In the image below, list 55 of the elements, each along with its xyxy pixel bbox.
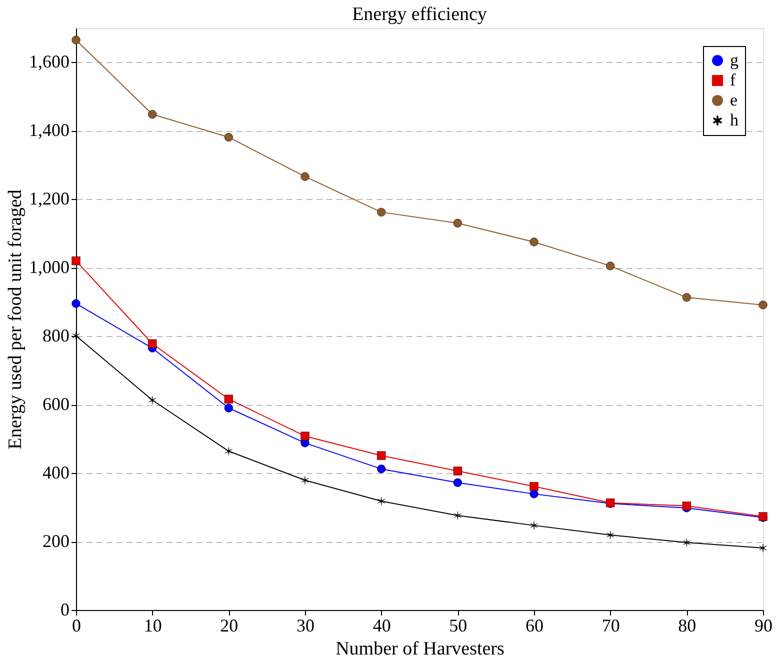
- point: [454, 511, 462, 520]
- point: [378, 496, 386, 506]
- point: [300, 172, 310, 181]
- x-tick-label: 30: [296, 616, 314, 636]
- y-tick-label: 600: [42, 394, 70, 414]
- point: [224, 446, 232, 456]
- y-tick-label: 1,000: [29, 257, 70, 278]
- point: [148, 396, 156, 404]
- point: [377, 464, 386, 474]
- y-tick-label: 0: [60, 600, 70, 620]
- y-tick-label: 1,600: [29, 52, 70, 72]
- y-tick-label: 1,400: [29, 120, 70, 140]
- point: [606, 530, 614, 540]
- point: [530, 238, 538, 246]
- point: [377, 208, 386, 217]
- point: [453, 466, 462, 476]
- point: [224, 394, 233, 404]
- point: [530, 521, 538, 530]
- legend-label: g: [730, 50, 739, 70]
- x-tick-label: 70: [602, 616, 620, 636]
- point: [72, 256, 80, 266]
- x-tick-label: 20: [220, 616, 238, 636]
- point: [148, 339, 157, 348]
- point: [453, 478, 462, 487]
- point: [682, 293, 691, 302]
- y-tick-label: 800: [42, 326, 70, 346]
- x-tick-label: 40: [372, 616, 391, 636]
- x-tick-label: 50: [449, 616, 468, 636]
- y-tick-label: 1,200: [29, 188, 70, 209]
- point: [148, 110, 157, 119]
- point: [301, 476, 309, 485]
- x-axis-title: Number of Harvesters: [336, 638, 504, 660]
- point: [72, 299, 80, 308]
- y-tick-label: 400: [42, 462, 70, 483]
- legend-label: f: [730, 70, 736, 90]
- x-tick-label: 10: [144, 616, 162, 636]
- point: [453, 218, 462, 228]
- point: [224, 404, 233, 412]
- point: [606, 262, 615, 270]
- point: [530, 482, 538, 491]
- y-axis-title: Energy used per food unit foraged: [5, 189, 26, 450]
- point: [758, 300, 768, 310]
- point: [300, 432, 310, 440]
- chart-title: Energy efficiency: [352, 4, 488, 25]
- point: [682, 538, 690, 547]
- x-tick-label: 80: [678, 616, 696, 636]
- point: [224, 132, 233, 142]
- legend-label: h: [730, 110, 739, 130]
- y-tick-label: 200: [42, 531, 70, 552]
- point: [72, 36, 80, 44]
- legend-label: e: [730, 90, 738, 110]
- x-tick-label: 60: [526, 616, 544, 636]
- point: [759, 544, 767, 552]
- x-tick-label: 90: [754, 616, 772, 636]
- point: [377, 451, 386, 460]
